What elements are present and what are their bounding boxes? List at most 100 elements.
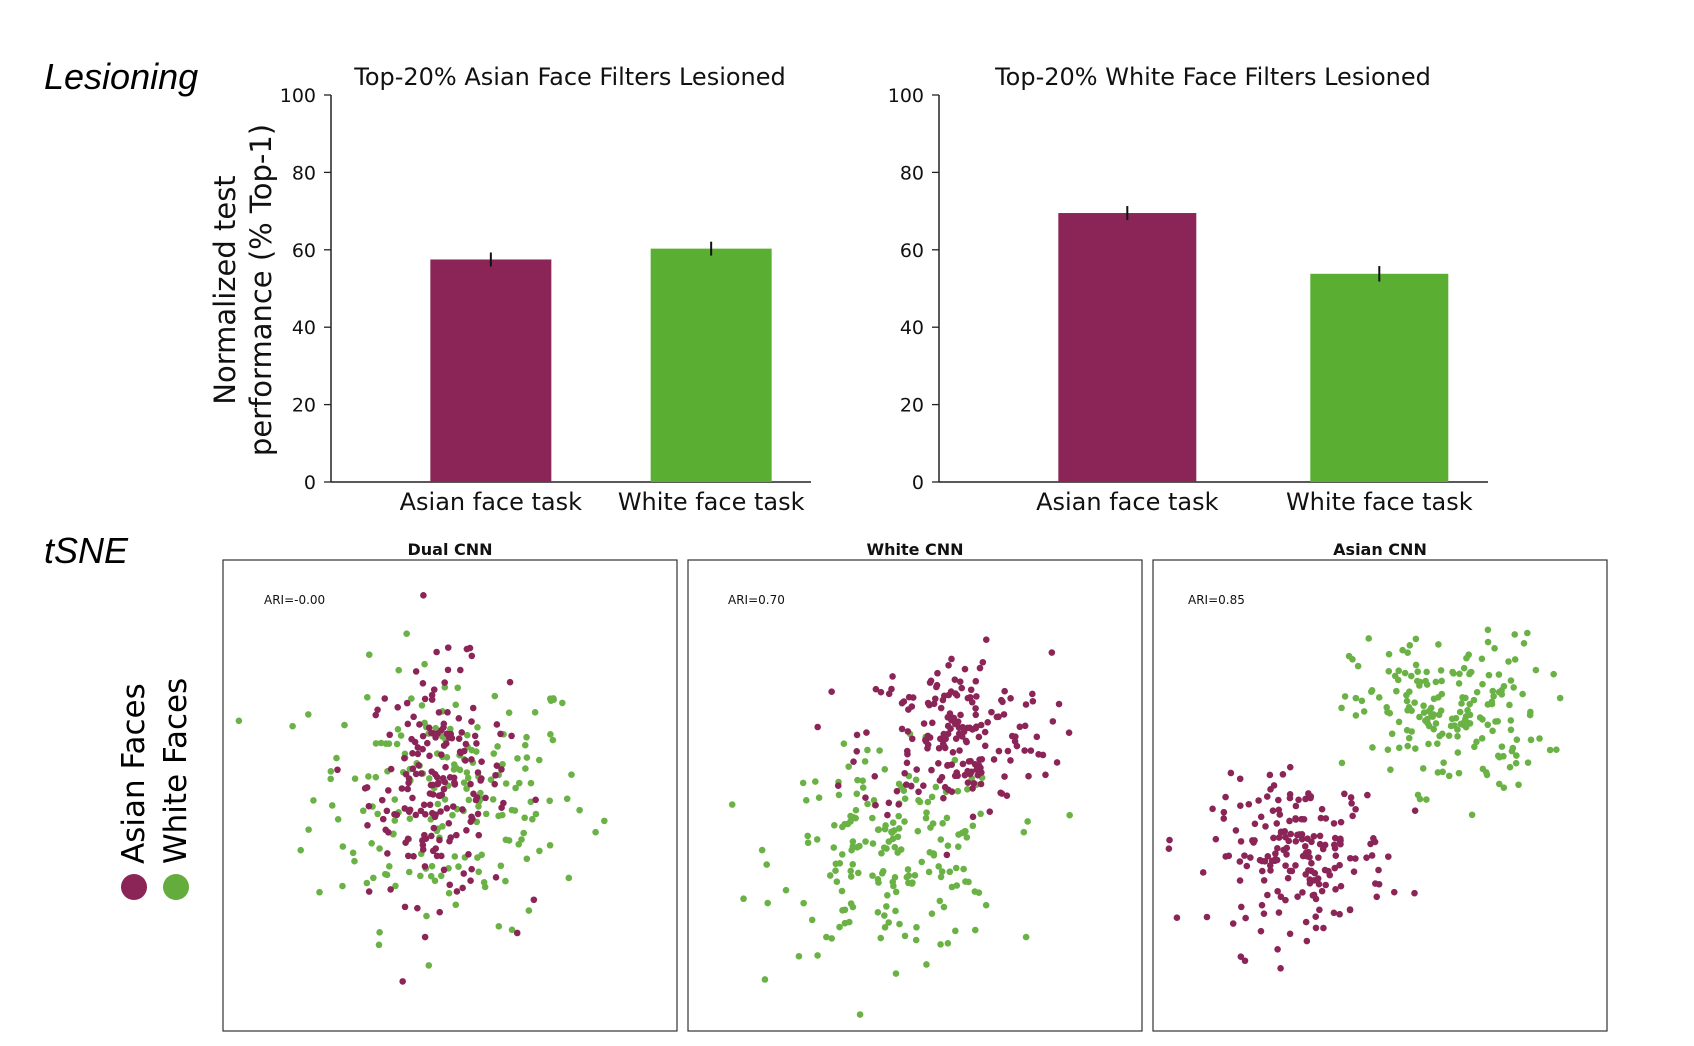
scatter-point-0-0 [471,732,479,740]
scatter-point-0-1 [405,868,413,876]
scatter-point-0-1 [434,800,442,808]
scatter-point-0-1 [499,761,506,768]
scatter-point-1-0 [828,688,835,695]
scatter-point-1-1 [940,903,948,911]
scatter-point-2-0 [1368,852,1376,859]
scatter-point-0-0 [401,805,409,812]
scatter-point-0-0 [404,785,412,793]
scatter-point-2-1 [1368,687,1376,694]
scatter-point-0-1 [297,846,305,854]
scatter-point-0-0 [493,721,501,728]
scatter-point-2-1 [1423,668,1430,676]
scatter-point-2-1 [1432,720,1440,727]
scatter-point-2-0 [1312,924,1320,932]
scatter-point-2-1 [1420,702,1427,710]
scatter-point-1-0 [938,773,946,781]
scatter-point-2-0 [1277,893,1285,901]
scatter-point-0-1 [452,701,460,709]
scatter-point-2-0 [1301,842,1309,850]
legend-label-asian: Asian Faces [116,683,152,864]
scatter-point-2-0 [1272,855,1279,863]
scatter-point-1-1 [1020,828,1028,836]
scatter-point-0-0 [379,815,387,823]
scatter-point-0-1 [370,874,377,882]
scatter-point-1-0 [944,722,952,730]
scatter-point-2-0 [1270,782,1278,789]
scatter-point-1-1 [954,787,962,795]
scatter-point-2-1 [1498,687,1505,694]
scatter-point-2-0 [1346,906,1354,913]
scatter-point-2-1 [1513,752,1520,759]
scatter-point-2-1 [1519,690,1526,698]
scatter-point-1-0 [954,772,961,780]
scatter-point-2-1 [1527,736,1535,744]
scatter-point-2-0 [1250,839,1257,846]
scatter-point-1-1 [859,784,867,791]
scatter-point-0-0 [445,820,453,827]
scatter-point-2-1 [1416,678,1424,686]
scatter-point-2-1 [1483,771,1491,779]
scatter-point-0-1 [351,857,358,865]
scatter-point-1-0 [943,851,951,859]
scatter-point-2-1 [1412,661,1420,669]
scatter-point-1-1 [952,927,959,935]
scatter-point-1-0 [1003,792,1011,799]
scatter-point-0-1 [359,807,367,815]
scatter-point-2-1 [1494,752,1502,760]
scatter-point-0-0 [455,735,463,742]
scatter-point-2-1 [1556,694,1564,702]
scatter-point-0-0 [428,729,435,737]
y-axis-label-line-1: performance (% Top-1) [244,124,278,456]
scatter-point-0-0 [409,765,417,772]
scatter-point-2-1 [1369,744,1376,751]
scatter-point-2-0 [1266,862,1274,869]
scatter-point-0-1 [576,806,583,814]
scatter-point-2-1 [1387,766,1394,773]
scatter-point-1-0 [975,733,983,741]
scatter-point-1-1 [977,810,984,818]
scatter-point-0-1 [349,849,357,857]
scatter-point-2-0 [1298,815,1305,823]
scatter-point-2-1 [1488,698,1496,706]
scatter-point-2-0 [1236,775,1244,783]
scatter-point-2-0 [1292,816,1300,823]
bar-chart-title-0: Top-20% Asian Face Filters Lesioned [353,63,786,91]
scatter-point-2-0 [1286,763,1294,771]
scatter-point-0-0 [467,780,474,788]
scatter-point-1-1 [856,1011,864,1018]
scatter-point-1-1 [848,846,855,854]
scatter-point-2-1 [1399,646,1406,654]
scatter-point-1-0 [995,747,1003,755]
scatter-point-1-1 [830,844,838,851]
scatter-point-0-1 [592,828,599,836]
scatter-point-0-0 [410,853,417,860]
scatter-point-0-0 [428,832,435,840]
scatter-point-0-1 [441,796,449,803]
scatter-point-2-1 [1407,672,1415,680]
scatter-point-0-1 [305,826,312,833]
scatter-point-2-0 [1275,834,1283,841]
scatter-point-0-1 [546,841,554,849]
scatter-point-2-0 [1337,882,1345,890]
scatter-point-2-1 [1434,769,1442,776]
scatter-point-2-0 [1308,859,1315,867]
scatter-point-0-1 [397,732,405,739]
scatter-point-1-1 [838,851,846,858]
scatter-point-1-0 [935,760,942,767]
scatter-point-2-1 [1550,670,1557,678]
scatter-point-0-1 [328,802,336,809]
scatter-point-2-1 [1423,796,1430,803]
scatter-point-2-1 [1456,670,1463,678]
scatter-point-2-0 [1316,840,1324,848]
scatter-point-0-1 [403,630,410,637]
y-tick-label-0-60: 60 [292,240,316,262]
scatter-point-0-1 [341,721,348,729]
scatter-point-0-1 [425,775,433,782]
scatter-point-2-0 [1260,910,1268,917]
scatter-point-1-0 [984,719,991,726]
scatter-point-0-1 [316,888,323,896]
scatter-point-2-0 [1227,769,1235,777]
scatter-point-0-1 [491,692,499,700]
scatter-point-1-0 [862,794,869,801]
scatter-point-1-0 [970,779,978,787]
